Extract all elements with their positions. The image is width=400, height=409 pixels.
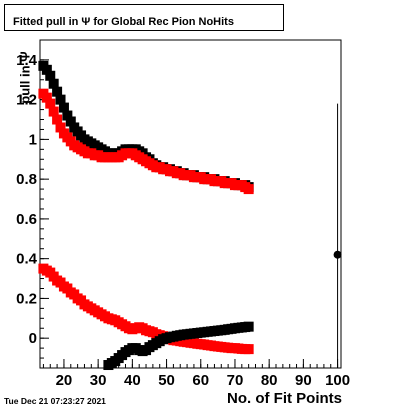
y-axis-label: pull in Ψ (17, 51, 33, 104)
x-tick-label: 20 (56, 372, 73, 389)
plot-area: 20 30 40 50 60 70 80 90 100 0 0.2 0.4 0.6 0.8 1 1.2 1.4 (16, 39, 350, 389)
data-point (48, 78, 59, 89)
plot-frame (39, 39, 342, 369)
y-tick-label: 0.8 (16, 171, 37, 188)
y-tick-label: 1.2 (16, 92, 37, 109)
x-tick-label: 60 (192, 372, 209, 389)
data-point (62, 110, 73, 121)
x-tick-label: 70 (227, 372, 244, 389)
y-tick-label: 1.4 (16, 52, 38, 69)
data-point (243, 184, 254, 195)
data-point (333, 250, 342, 259)
chart-title: Fitted pull in Ψ for Global Rec Pion NoH… (13, 16, 234, 28)
data-point (243, 344, 254, 355)
x-tick-label: 80 (261, 372, 278, 389)
data-point (55, 94, 66, 105)
y-tick-label: 1 (29, 131, 37, 148)
y-tick-label: 0.4 (16, 251, 38, 268)
data-point (41, 64, 52, 75)
data-point (55, 122, 66, 133)
y-tick-label: 0 (29, 330, 37, 347)
data-point (58, 102, 69, 113)
x-tick-label: 50 (158, 372, 175, 389)
data-point (45, 70, 56, 81)
data-point (45, 98, 56, 109)
x-tick-label: 40 (124, 372, 141, 389)
y-tick-label: 0.2 (16, 290, 37, 307)
y-tick-label: 0.6 (16, 211, 37, 228)
x-tick-label: 100 (325, 372, 350, 389)
x-tick-label: 30 (90, 372, 107, 389)
data-point (243, 321, 254, 332)
data-point (52, 86, 63, 97)
data-point (65, 116, 76, 127)
x-axis-label: No. of Fit Points (227, 390, 342, 407)
chart-title-box: Fitted pull in Ψ for Global Rec Pion NoH… (4, 4, 284, 31)
timestamp: Tue Dec 21 07:23:27 2021 (4, 396, 106, 406)
data-point (52, 114, 63, 125)
data-point (41, 92, 52, 103)
x-tick-label: 90 (295, 372, 312, 389)
data-point (48, 106, 59, 117)
